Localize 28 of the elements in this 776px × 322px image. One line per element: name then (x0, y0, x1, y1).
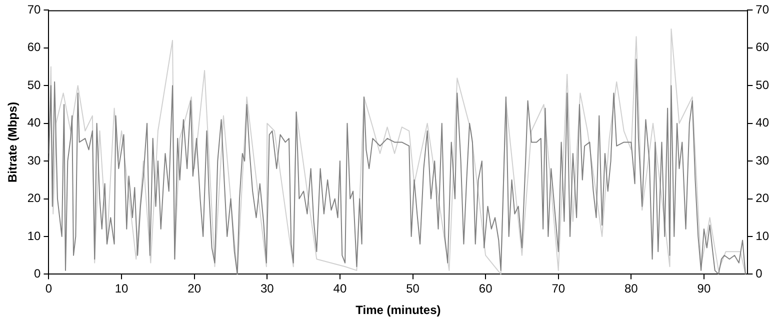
y-axis-title: Bitrate (Mbps) (6, 102, 20, 183)
x-tick-label: 0 (45, 282, 52, 296)
y-tick-label: 0 (34, 266, 42, 281)
y2-tick-label: 60 (756, 40, 770, 54)
y-tick-label: 40 (27, 116, 42, 130)
y2-tick-label: 20 (756, 191, 770, 206)
y2-tick-label: 0 (756, 266, 763, 281)
y-tick-label: 70 (27, 2, 42, 17)
y-tick-label: 50 (27, 78, 42, 92)
y2-tick-label: 10 (756, 228, 770, 243)
x-tick-label: 10 (114, 282, 129, 296)
x-tick-label: 50 (406, 282, 420, 296)
x-tick-label: 60 (478, 282, 493, 296)
x-tick-label: 80 (624, 282, 638, 296)
y-tick-label: 20 (27, 191, 42, 206)
x-axis-title: Time (minutes) (356, 303, 441, 318)
y-tick-label: 10 (27, 228, 42, 243)
y-tick-label: 60 (27, 40, 42, 54)
y2-tick-label: 30 (756, 153, 770, 168)
y-tick-label: 30 (27, 153, 42, 168)
y2-tick-label: 50 (756, 78, 770, 92)
x-tick-label: 70 (552, 282, 566, 296)
x-tick-label: 90 (697, 282, 711, 296)
x-tick-label: 20 (188, 282, 202, 296)
x-tick-label: 30 (260, 282, 274, 296)
y2-tick-label: 70 (756, 2, 770, 17)
y2-tick-label: 40 (756, 116, 770, 130)
x-tick-label: 40 (333, 282, 347, 296)
